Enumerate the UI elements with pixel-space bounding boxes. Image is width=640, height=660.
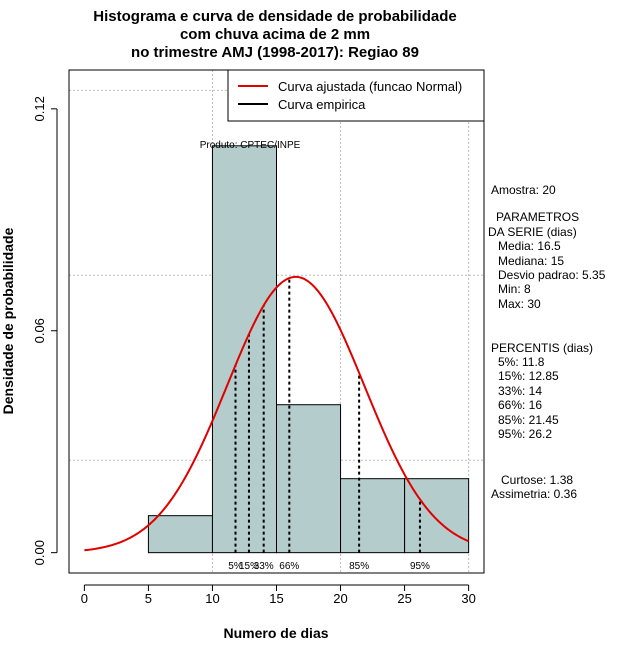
stat-p66: 66%: 16 <box>498 398 542 412</box>
stat-mediana: Mediana: 15 <box>498 254 564 268</box>
y-tick-label-006: 0.06 <box>32 318 47 343</box>
stat-p33: 33%: 14 <box>498 384 542 398</box>
credit-text: Produto: CPTEC/INPE <box>200 140 301 151</box>
legend-box <box>227 69 485 122</box>
stats-panel: Amostra: 20 PARAMETROS DA SERIE (dias) M… <box>488 183 606 501</box>
stat-param-title-2: DA SERIE (dias) <box>488 225 577 239</box>
percentile-label-33: 33% <box>254 561 274 572</box>
x-tick-label-0: 0 <box>81 591 88 606</box>
y-axis-label: Densidade de probabilidade <box>0 227 16 414</box>
x-tick-label-10: 10 <box>205 591 219 606</box>
percentile-label-95: 95% <box>410 561 430 572</box>
histogram-bar-1 <box>211 145 277 554</box>
legend: Curva ajustada (funcao Normal) Curva emp… <box>227 69 485 122</box>
stat-min: Min: 8 <box>498 282 531 296</box>
x-tick-label-30: 30 <box>461 591 475 606</box>
chart-title-line-2: com chuva acima de 2 mm <box>180 26 370 43</box>
y-tick-label-000: 0.00 <box>32 540 47 565</box>
stat-curtose: Curtose: 1.38 <box>501 473 573 487</box>
x-tick-label-20: 20 <box>333 591 347 606</box>
stat-p15: 15%: 12.85 <box>498 369 559 383</box>
x-axis-label: Numero de dias <box>223 625 328 641</box>
legend-label-fit: Curva ajustada (funcao Normal) <box>278 79 462 94</box>
x-tick-label-15: 15 <box>269 591 283 606</box>
y-axis <box>51 108 58 554</box>
stat-amostra: Amostra: 20 <box>491 183 556 197</box>
x-tick-label-5: 5 <box>145 591 152 606</box>
stat-p5: 5%: 11.8 <box>498 355 545 369</box>
chart-title-line-3: no trimestre AMJ (1998-2017): Regiao 89 <box>131 44 419 61</box>
legend-label-empirical: Curva empirica <box>278 97 366 112</box>
percentile-label-66: 66% <box>279 561 299 572</box>
histogram-bars <box>147 145 470 554</box>
percentile-label-15: 15% <box>239 561 259 572</box>
stat-param-title-1: PARAMETROS <box>496 210 579 224</box>
stat-assimetria: Assimetria: 0.36 <box>491 487 577 501</box>
histogram-bar-0 <box>147 515 213 554</box>
x-axis <box>83 584 470 591</box>
y-tick-label-012: 0.12 <box>32 96 47 121</box>
stat-media: Media: 16.5 <box>498 239 561 253</box>
stat-max: Max: 30 <box>498 297 541 311</box>
histogram-bar-3 <box>340 478 406 554</box>
normal-fit-curve <box>84 275 470 552</box>
chart-title-line-1: Histograma e curva de densidade de proba… <box>93 8 456 25</box>
stat-p85: 85%: 21.45 <box>498 413 559 427</box>
percentile-label-85: 85% <box>349 561 369 572</box>
stat-desvio: Desvio padrao: 5.35 <box>498 268 606 282</box>
x-tick-label-25: 25 <box>397 591 411 606</box>
histogram-bar-2 <box>276 404 342 554</box>
stat-p95: 95%: 26.2 <box>498 427 552 441</box>
stat-pct-title: PERCENTIS (dias) <box>491 341 593 355</box>
percentile-lines <box>234 278 421 553</box>
percentile-label-5: 5% <box>228 561 243 572</box>
